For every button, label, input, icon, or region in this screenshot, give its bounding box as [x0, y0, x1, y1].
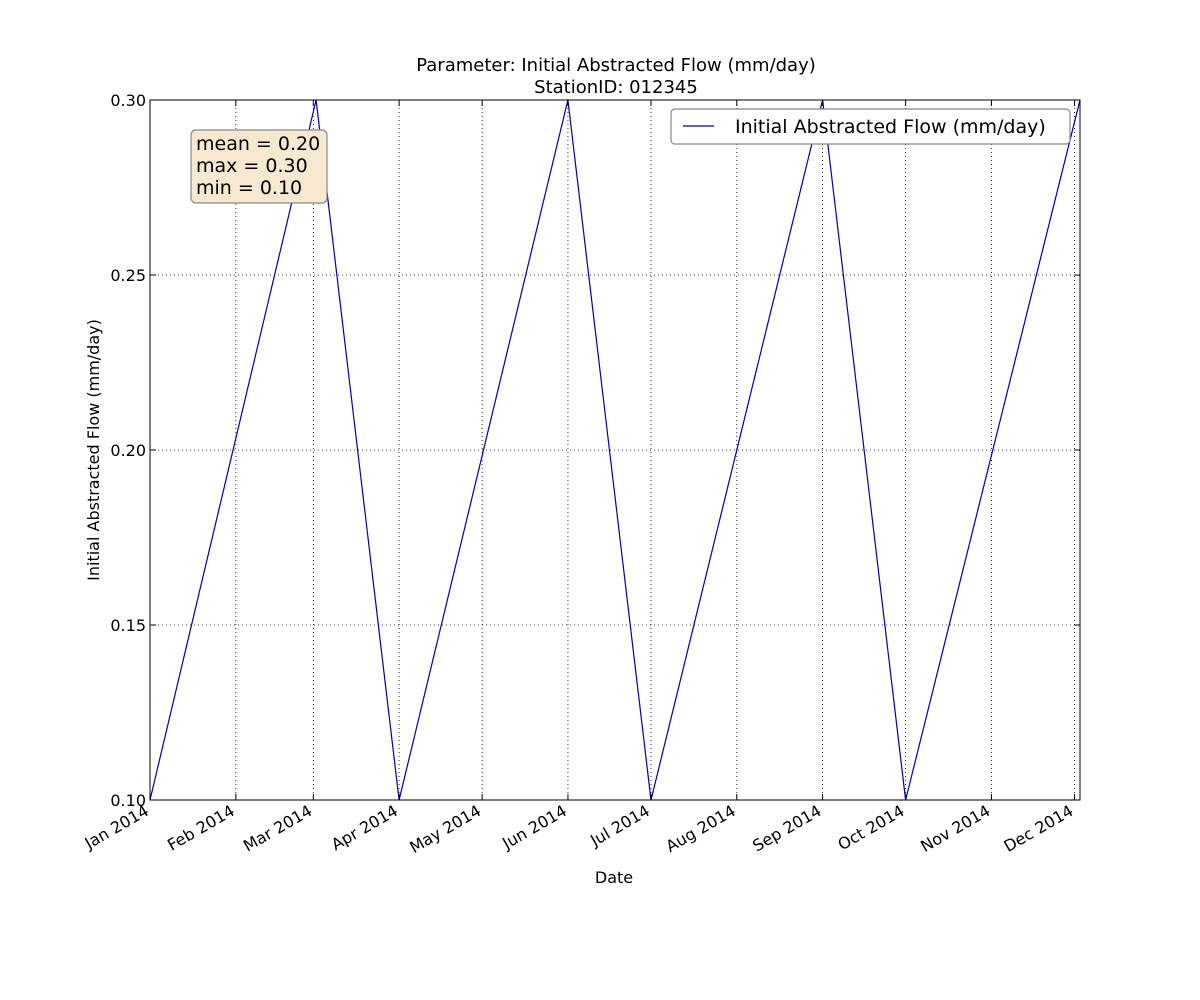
- stats-mean: mean = 0.20: [196, 133, 320, 155]
- y-tick-label: 0.20: [110, 441, 146, 460]
- y-axis-label: Initial Abstracted Flow (mm/day): [84, 319, 103, 581]
- tick-layer: [149, 99, 1080, 801]
- y-tick-label: 0.15: [110, 616, 146, 635]
- legend: Initial Abstracted Flow (mm/day): [670, 108, 1071, 145]
- y-tick-label: 0.10: [110, 791, 146, 810]
- stats-max: max = 0.30: [196, 155, 308, 177]
- series-line: [149, 99, 1081, 801]
- series-layer: [149, 99, 1081, 801]
- stats-min: min = 0.10: [196, 177, 302, 199]
- stats-box-background: [190, 129, 328, 204]
- x-axis-label: Date: [595, 868, 633, 887]
- stats-box: mean = 0.20 max = 0.30 min = 0.10: [190, 129, 328, 204]
- y-tick-labels: 0.10 0.15 0.20 0.25 0.30: [110, 91, 146, 810]
- y-tick-label: 0.25: [110, 266, 146, 285]
- legend-series-label: Initial Abstracted Flow (mm/day): [735, 116, 1046, 138]
- legend-box: [670, 108, 1071, 145]
- y-tick-label: 0.30: [110, 91, 146, 110]
- chart-subtitle: StationID: 012345: [534, 77, 698, 98]
- chart-title: Parameter: Initial Abstracted Flow (mm/d…: [416, 55, 816, 76]
